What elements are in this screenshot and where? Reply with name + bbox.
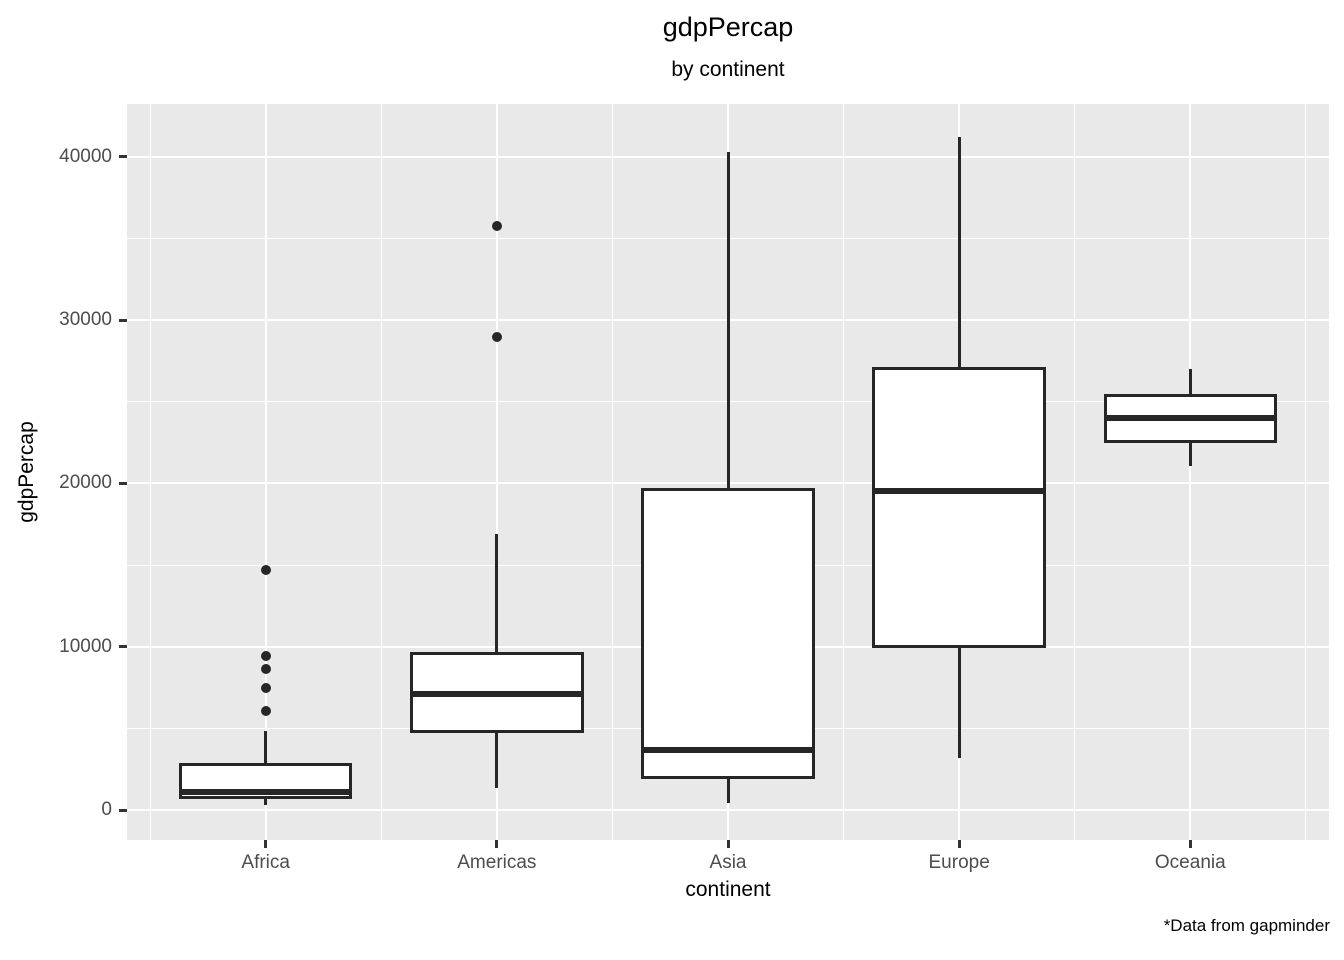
whisker-lower-europe — [957, 647, 961, 758]
y-tick-mark — [119, 808, 127, 812]
whisker-lower-asia — [726, 778, 730, 804]
box-europe — [872, 366, 1046, 648]
whisker-upper-oceania — [1188, 369, 1192, 394]
whisker-lower-africa — [264, 798, 268, 806]
x-tick-label: Americas — [457, 852, 537, 873]
whisker-upper-asia — [726, 151, 730, 489]
median-line-americas — [410, 691, 584, 698]
whisker-upper-africa — [264, 730, 268, 764]
outlier-point — [260, 706, 271, 717]
x-tick-mark — [957, 840, 961, 848]
median-line-europe — [872, 487, 1046, 494]
median-line-oceania — [1103, 415, 1277, 422]
median-line-asia — [641, 747, 815, 754]
caption-text: *Data from gapminder — [1163, 916, 1330, 935]
y-tick-mark — [119, 481, 127, 485]
gridline-minor-v — [380, 104, 382, 840]
x-tick-label: Oceania — [1154, 852, 1226, 873]
gridline-minor-v — [149, 104, 151, 840]
x-tick-mark — [726, 840, 730, 848]
outlier-point — [260, 564, 271, 575]
plot-panel — [127, 104, 1329, 840]
y-tick-label: 30000 — [59, 309, 112, 331]
outlier-point — [260, 683, 271, 694]
x-tick-mark — [495, 840, 499, 848]
outlier-point — [491, 221, 502, 232]
x-tick-label: Africa — [241, 852, 290, 873]
outlier-point — [260, 663, 271, 674]
chart-title: gdpPercap — [662, 12, 794, 42]
chart-subtitle: by continent — [671, 58, 785, 81]
y-tick-mark — [119, 318, 127, 322]
x-tick-mark — [1188, 840, 1192, 848]
outlier-point — [491, 332, 502, 343]
outlier-point — [260, 650, 271, 661]
whisker-upper-americas — [495, 534, 499, 652]
x-tick-label: Europe — [928, 852, 990, 873]
gridline-major-v — [264, 104, 267, 840]
whisker-lower-oceania — [1188, 442, 1192, 467]
y-tick-label: 10000 — [59, 635, 112, 657]
gridline-minor-v — [1074, 104, 1076, 840]
gridline-minor-v — [1305, 104, 1307, 840]
x-tick-label: Asia — [709, 852, 747, 873]
median-line-africa — [179, 789, 353, 796]
x-axis-title: continent — [685, 878, 771, 901]
gridline-major-v — [1189, 104, 1192, 840]
x-tick-mark — [264, 840, 268, 848]
y-tick-mark — [119, 155, 127, 159]
box-asia — [641, 488, 815, 779]
gridline-major-v — [495, 104, 498, 840]
y-tick-label: 0 — [101, 799, 112, 820]
gridline-minor-v — [611, 104, 613, 840]
whisker-lower-americas — [495, 733, 499, 788]
y-tick-mark — [119, 645, 127, 649]
y-tick-label: 40000 — [59, 145, 112, 167]
y-tick-label: 20000 — [59, 472, 112, 494]
whisker-upper-europe — [957, 137, 961, 367]
gridline-minor-v — [843, 104, 845, 840]
